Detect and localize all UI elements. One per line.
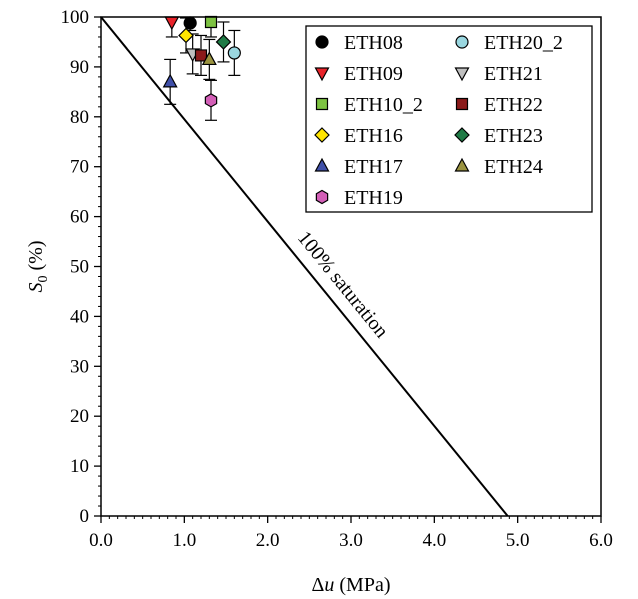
legend-marker-eth08: [315, 35, 329, 49]
error-bars: [164, 17, 241, 121]
data-point-eth19: [204, 93, 218, 108]
x-tick-label: 3.0: [339, 530, 363, 551]
saturation-line: [100, 16, 509, 517]
data-point-eth09: [164, 16, 180, 31]
x-tick-label: 4.0: [422, 530, 446, 551]
saturation-line-label: 100% saturation: [293, 227, 393, 342]
legend-marker-eth23: [454, 127, 470, 143]
y-tick-label: 0: [80, 506, 90, 527]
legend-label-eth24: ETH24: [484, 156, 543, 178]
x-tick-label: 2.0: [256, 530, 280, 551]
x-axis-title: Δu (MPa): [312, 574, 391, 596]
legend-label-eth19: ETH19: [344, 187, 403, 209]
data-point-eth22: [194, 49, 208, 62]
legend-label-eth16: ETH16: [344, 125, 403, 147]
legend-marker-eth22: [455, 97, 469, 111]
legend: ETH08 ETH20_2 ETH09 ETH21 ETH10_2 ETH22 ETH16 E…: [305, 25, 593, 213]
y-tick-label: 40: [70, 306, 89, 327]
legend-label-eth10_2: ETH10_2: [344, 94, 423, 116]
legend-label-eth23: ETH23: [484, 125, 543, 147]
legend-marker-eth10_2: [315, 97, 329, 111]
plot-area-frame: [100, 16, 602, 517]
y-tick-label: 60: [70, 207, 89, 228]
data-point-eth10_2: [204, 15, 218, 29]
y-tick-label: 90: [70, 57, 89, 78]
legend-marker-eth24: [454, 157, 470, 172]
x-tick-label: 6.0: [589, 530, 613, 551]
legend-marker-eth21: [454, 67, 470, 82]
y-tick-label: 30: [70, 356, 89, 377]
data-point-eth20_2: [227, 46, 241, 60]
legend-label-eth21: ETH21: [484, 63, 543, 85]
data-point-eth08: [183, 16, 197, 30]
legend-box: [305, 25, 593, 213]
y-tick-label: 100: [61, 7, 90, 28]
data-point-eth17: [162, 73, 178, 88]
y-tick-label: 50: [70, 257, 89, 278]
legend-marker-eth09: [314, 67, 330, 82]
legend-marker-eth20_2: [455, 35, 469, 49]
legend-marker-eth16: [314, 127, 330, 143]
data-point-eth23: [215, 34, 232, 50]
legend-label-eth09: ETH09: [344, 63, 403, 85]
y-axis-title: S0 (%): [25, 241, 51, 293]
legend-label-eth17: ETH17: [344, 156, 403, 178]
legend-marker-eth19: [315, 189, 329, 205]
legend-label-eth20_2: ETH20_2: [484, 32, 563, 54]
data-point-eth16: [178, 27, 194, 44]
legend-label-eth22: ETH22: [484, 94, 543, 116]
tick-labels: 0.0 1.0 2.0 3.0 4.0 5.0 6.0 0 10 20 30 40 50 60 70 80 90…: [61, 7, 613, 551]
y-tick-label: 20: [70, 406, 89, 427]
data-point-eth24: [201, 51, 217, 66]
x-tick-label: 0.0: [89, 530, 113, 551]
y-tick-label: 80: [70, 107, 89, 128]
legend-label-eth08: ETH08: [344, 32, 403, 54]
x-tick-label: 1.0: [172, 530, 196, 551]
y-tick-label: 10: [70, 456, 89, 477]
x-tick-label: 5.0: [506, 530, 530, 551]
legend-marker-eth17: [314, 157, 330, 172]
y-tick-label: 70: [70, 157, 89, 178]
